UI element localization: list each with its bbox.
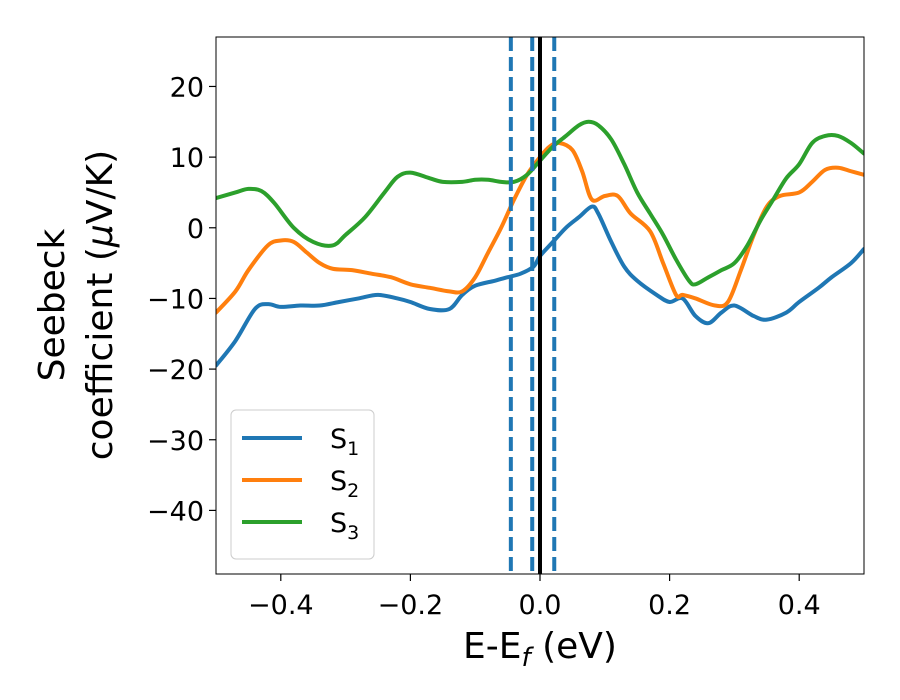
x-axis-ticks: −0.4 −0.2 0.0 0.2 0.4 (248, 574, 821, 621)
legend-label-s2: S2 (330, 466, 359, 502)
x-tick-label: −0.2 (378, 590, 444, 621)
series-line-s1 (216, 204, 864, 368)
legend: S1 S2 S3 (230, 409, 375, 560)
y-tick-label: 20 (170, 72, 204, 103)
x-tick-label: −0.4 (248, 590, 314, 621)
y-tick-label: −30 (147, 426, 204, 457)
x-tick-label: 0.4 (778, 590, 821, 621)
y-axis-ticks: 20 10 0 −10 −20 −30 −40 (147, 72, 216, 527)
y-tick-label: 10 (170, 143, 204, 174)
y-tick-label: −40 (147, 496, 204, 527)
x-tick-label: 0.0 (519, 590, 562, 621)
x-axis-label: E-Ef (eV) (463, 626, 617, 673)
legend-label-s3: S3 (330, 508, 359, 544)
reference-lines (508, 37, 557, 574)
x-tick-label: 0.2 (648, 590, 691, 621)
y-axis-label: Seebeck coefficient (μV/K) (32, 150, 121, 460)
y-axis-label-line1: Seebeck (32, 228, 73, 381)
legend-label-s1: S1 (330, 424, 359, 460)
y-axis-label-line2: coefficient (μV/K) (80, 150, 121, 460)
series-line-s3 (216, 119, 864, 287)
y-tick-label: 0 (187, 214, 204, 245)
series-layer (216, 119, 864, 368)
y-tick-label: −20 (147, 355, 204, 386)
y-tick-label: −10 (147, 284, 204, 315)
